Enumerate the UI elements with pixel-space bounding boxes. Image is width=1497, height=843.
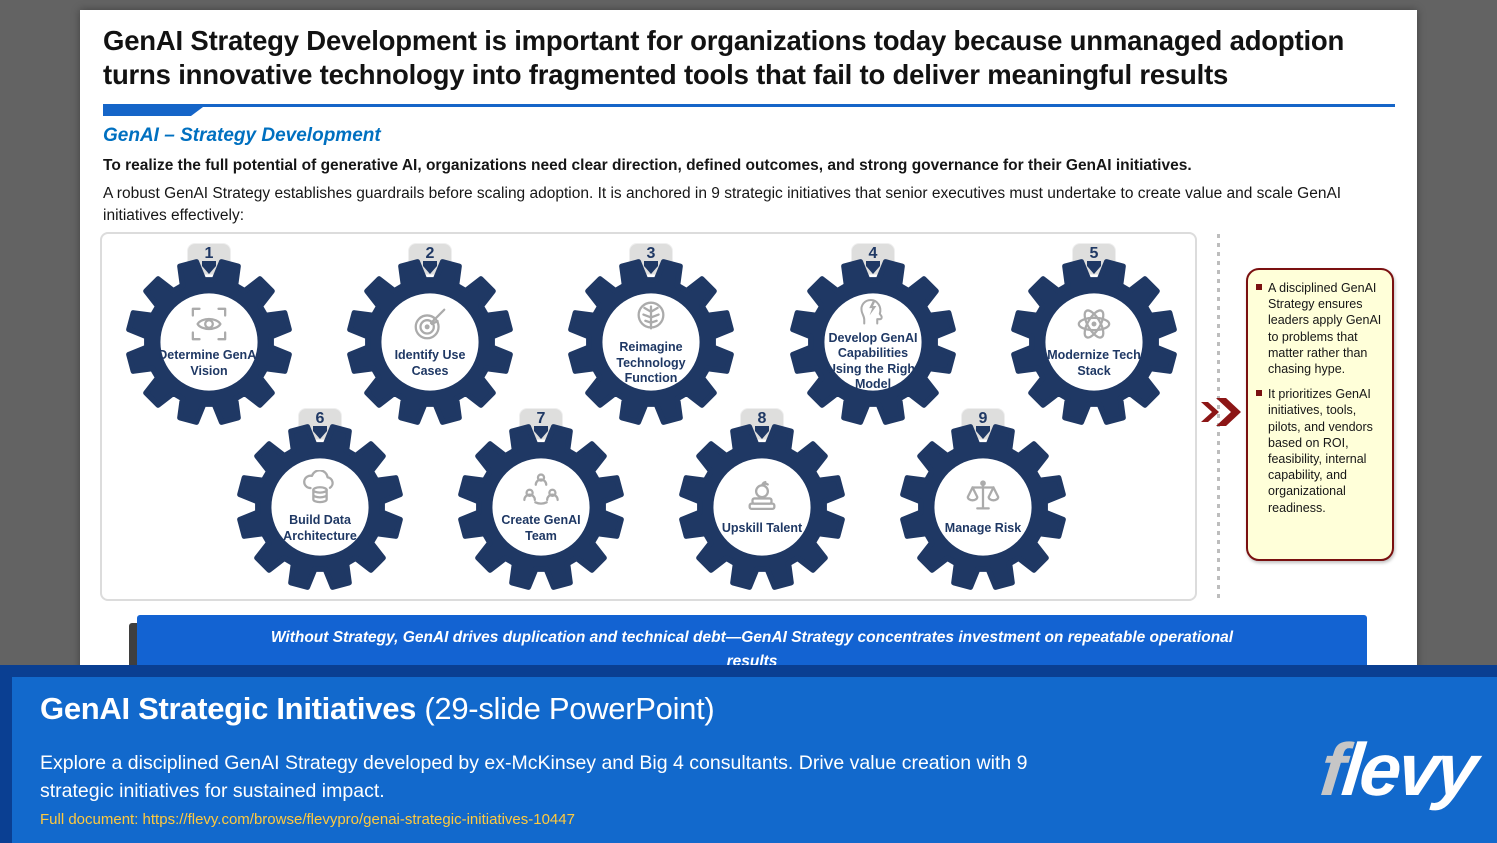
initiative-label: Manage Risk: [944, 520, 1022, 535]
promo-panel: GenAI Strategic Initiatives (29-slide Po…: [12, 677, 1497, 843]
initiative-number: 4: [868, 245, 878, 262]
callout-text: It prioritizes GenAI initiatives, tools,…: [1268, 387, 1373, 515]
initiative-number: 6: [315, 410, 325, 427]
initiative-label: Determine GenAI Vision: [158, 348, 260, 378]
callout-bullet: It prioritizes GenAI initiatives, tools,…: [1256, 386, 1384, 516]
education-icon: [748, 480, 776, 510]
initiative-label: Create GenAI Team: [501, 513, 581, 543]
section-heading: GenAI – Strategy Development: [103, 125, 381, 146]
target-icon: [414, 308, 446, 340]
initiative-gear-4: 4 Develop GenAI Capabilities Using the R…: [788, 243, 958, 427]
initiative-number: 3: [646, 245, 656, 262]
dotted-separator: [1217, 234, 1220, 600]
intro-bold-text: To realize the full potential of generat…: [103, 157, 1192, 174]
initiative-gear-6: 6 Build Data Architecture: [235, 408, 405, 592]
initiative-label: Upskill Talent: [721, 520, 803, 535]
promo-title: GenAI Strategic Initiatives (29-slide Po…: [40, 691, 715, 727]
promo-description: Explore a disciplined GenAI Strategy dev…: [40, 752, 1028, 802]
initiative-gear-3: 3 Reimagine Technology Function: [566, 243, 736, 427]
brain-icon: [637, 301, 665, 330]
initiative-number: 7: [536, 410, 546, 427]
initiative-number: 1: [204, 245, 214, 262]
initiative-gear-5: 5 Modernize Tech Stack: [1009, 243, 1179, 427]
initiative-label: Identify Use Cases: [394, 348, 466, 378]
gear-shape: [347, 259, 513, 425]
flevy-logo: flevy: [1317, 728, 1479, 811]
bullet-icon: [1256, 284, 1262, 290]
gear-shape: [458, 424, 624, 590]
initiative-gear-9: 9 Manage Risk: [898, 408, 1068, 592]
logo-letters-levy: levy: [1338, 728, 1480, 811]
title-divider-line: [103, 104, 1395, 107]
bullet-icon: [1256, 390, 1262, 397]
document-title: GenAI Strategic Initiatives: [40, 691, 417, 726]
initiative-number: 5: [1089, 245, 1099, 262]
initiative-label: Modernize Tech Stack: [1047, 348, 1141, 378]
gear-shape: [237, 424, 403, 590]
gear-shape: [679, 424, 845, 590]
cloud-database-icon: [303, 470, 334, 504]
initiative-number: 8: [757, 410, 767, 427]
initiative-number: 9: [978, 410, 988, 427]
initiative-gear-1: 1 Determine GenAI Vision: [124, 243, 294, 427]
gear-shape: [568, 259, 734, 425]
initiative-number: 2: [425, 245, 435, 262]
intro-text: A robust GenAI Strategy establishes guar…: [103, 185, 1342, 224]
initiative-label: Develop GenAI Capabilities Using the Rig…: [826, 330, 920, 392]
scales-icon: [966, 480, 1000, 510]
initiative-label: Build Data Architecture: [283, 513, 357, 543]
atom-icon: [1077, 309, 1111, 339]
initiative-gear-2: 2 Identify Use Cases: [345, 243, 515, 427]
vision-eye-icon: [191, 307, 227, 341]
head-bolt-icon: [860, 298, 883, 324]
double-chevron-icon: [1201, 398, 1241, 426]
team-icon: [523, 473, 559, 505]
powerpoint-slide: GenAI Strategy Development is important …: [80, 10, 1417, 695]
initiative-gear-7: 7 Create GenAI Team: [456, 408, 626, 592]
gear-shape: [1011, 259, 1177, 425]
gear-shape: [790, 259, 956, 425]
title-divider-accent: [103, 104, 207, 116]
key-takeaway-callout: A disciplined GenAI Strategy ensures lea…: [1246, 268, 1394, 561]
initiative-gear-8: 8 Upskill Talent: [677, 408, 847, 592]
document-format: (29-slide PowerPoint): [416, 691, 715, 726]
slide-title: GenAI Strategy Development is important …: [103, 25, 1345, 90]
callout-text: A disciplined GenAI Strategy ensures lea…: [1268, 281, 1382, 377]
full-document-link[interactable]: Full document: https://flevy.com/browse/…: [40, 811, 575, 828]
gear-shape: [126, 259, 292, 425]
callout-bullet: A disciplined GenAI Strategy ensures lea…: [1256, 280, 1384, 377]
promo-overlay: GenAI Strategic Initiatives (29-slide Po…: [0, 665, 1497, 843]
initiative-label: Reimagine Technology Function: [616, 340, 686, 386]
gear-diagram: 1 Determine GenAI Vision 2 Identi: [100, 232, 1197, 601]
